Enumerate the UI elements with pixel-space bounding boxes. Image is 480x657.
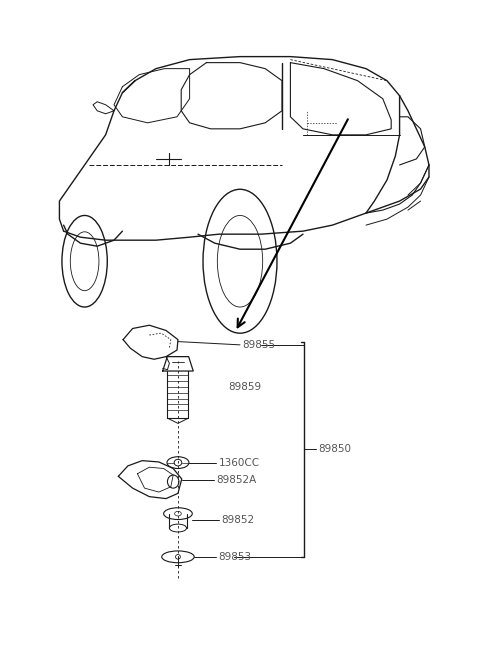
Text: 1360CC: 1360CC <box>218 458 260 468</box>
Text: 89850: 89850 <box>318 444 351 454</box>
Text: 89852A: 89852A <box>216 475 256 486</box>
Text: 89855: 89855 <box>242 340 276 350</box>
Text: 89852: 89852 <box>221 515 254 525</box>
Text: 89853: 89853 <box>218 552 252 562</box>
Text: 89859: 89859 <box>228 382 261 392</box>
